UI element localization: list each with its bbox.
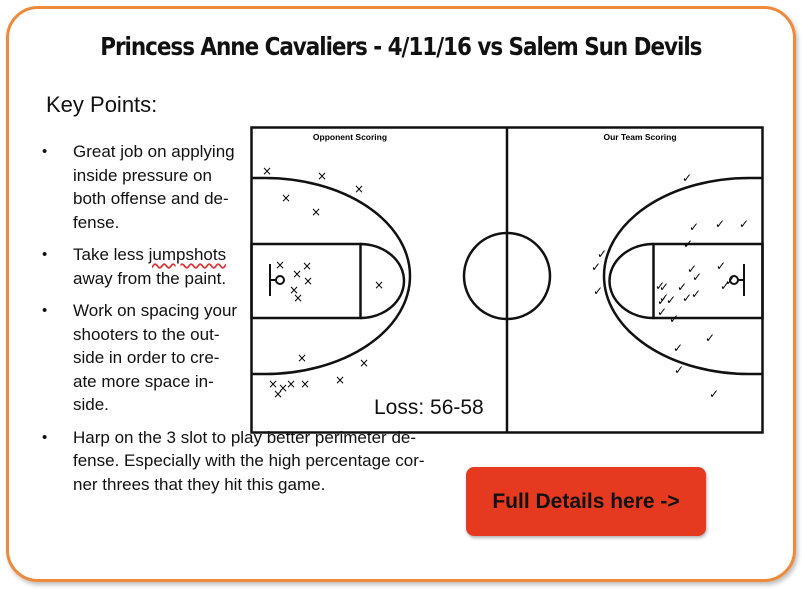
our-shot-mark: ✓ — [591, 260, 601, 274]
point-line: ner threes that they hit this game. — [73, 474, 326, 494]
opponent-shot-mark: × — [303, 274, 313, 288]
point-line: fense. Especially with the high percenta… — [73, 451, 425, 470]
opponent-shot-mark: × — [359, 356, 369, 370]
court-label-opponent: Opponent Scoring — [313, 132, 387, 142]
opponent-shot-mark: × — [317, 169, 327, 183]
list-item: Great job on applying inside pressure on… — [42, 140, 425, 234]
our-shot-mark: ✓ — [682, 291, 692, 305]
our-shot-mark: ✓ — [689, 220, 699, 234]
list-item: Harp on the 3 slot to play better perime… — [42, 426, 425, 497]
opponent-shot-mark: × — [268, 377, 278, 391]
our-shot-mark: ✓ — [673, 341, 683, 355]
point-line: side in order to cre- — [73, 348, 220, 367]
our-shot-mark: ✓ — [716, 259, 726, 273]
opponent-shot-mark: × — [273, 387, 283, 401]
our-shot-mark: ✓ — [655, 279, 665, 293]
opponent-shot-mark: × — [278, 381, 288, 395]
our-shot-mark: ✓ — [720, 279, 730, 293]
opponent-shot-mark: × — [275, 258, 285, 272]
point-line: both offense and de- — [73, 189, 229, 208]
our-shot-mark: ✓ — [659, 280, 669, 294]
point-line: shooters to the out- — [73, 324, 220, 344]
our-shot-mark: ✓ — [674, 363, 684, 377]
our-shot-mark: ✓ — [682, 171, 692, 185]
our-shot-mark: ✓ — [657, 294, 667, 308]
our-shot-mark: ✓ — [669, 312, 679, 326]
point-line: Take less jumpshots — [73, 245, 227, 264]
opponent-shot-mark: × — [281, 191, 291, 205]
our-shot-mark: ✓ — [725, 274, 735, 288]
court-label-our-team: Our Team Scoring — [603, 132, 676, 142]
opponent-shot-mark: × — [289, 283, 299, 297]
opponent-shot-mark: × — [335, 373, 345, 387]
key-points-list: Great job on applying inside pressure on… — [42, 140, 425, 505]
opponent-shot-mark: × — [292, 267, 302, 281]
point-line: Great job on applying — [73, 142, 235, 161]
key-points-heading: Key Points: — [46, 92, 158, 117]
our-shot-mark: ✓ — [691, 287, 701, 301]
opponent-shot-mark: × — [297, 351, 307, 365]
our-shot-mark: ✓ — [709, 387, 719, 401]
opponent-shot-mark: × — [293, 291, 303, 305]
our-shot-mark: ✓ — [677, 280, 687, 294]
opponent-shot-mark: × — [302, 259, 312, 273]
point-line: ate more space in- — [73, 371, 214, 391]
our-shot-mark: ✓ — [666, 293, 676, 307]
opponent-shot-marks: ×××××× ×× ××××× ××× ×× ×× — [262, 164, 384, 401]
our-shot-mark: ✓ — [597, 247, 607, 261]
our-shot-mark: ✓ — [657, 305, 667, 319]
basketball-court-diagram: Opponent Scoring Our Team Scoring ××××××… — [250, 126, 764, 434]
our-shot-mark: ✓ — [687, 262, 697, 276]
our-shot-mark: ✓ — [739, 217, 749, 231]
opponent-shot-mark: × — [374, 278, 384, 292]
page-title: Princess Anne Cavaliers - 4/11/16 vs Sal… — [100, 32, 702, 61]
opponent-shot-mark: × — [262, 164, 272, 178]
point-line: inside pressure on — [73, 165, 212, 185]
our-shot-mark: ✓ — [692, 270, 702, 284]
point-line: Work on spacing your — [73, 301, 238, 320]
our-shot-mark: ✓ — [683, 237, 693, 251]
our-shot-mark: ✓ — [705, 331, 715, 345]
opponent-shot-mark: × — [300, 377, 310, 391]
point-line: fense. — [73, 212, 120, 232]
our-shot-mark: ✓ — [659, 291, 669, 305]
our-shot-marks: ✓✓ ✓ ✓✓✓✓✓✓ ✓✓ ✓✓✓ ✓✓✓✓✓✓✓✓✓✓✓✓✓ — [591, 171, 749, 401]
opponent-shot-mark: × — [286, 377, 296, 391]
opponent-shot-mark: × — [311, 205, 321, 219]
our-shot-mark: ✓ — [715, 217, 725, 231]
point-line: away from the paint. — [73, 268, 227, 288]
point-line: side. — [73, 395, 109, 414]
opponent-shot-mark: × — [354, 182, 364, 196]
game-result: Loss: 56-58 — [374, 396, 484, 419]
list-item: Take less jumpshots away from the paint. — [42, 243, 425, 290]
full-details-button[interactable]: Full Details here -> — [466, 467, 706, 536]
our-shot-mark: ✓ — [593, 284, 603, 298]
list-item: Work on spacing your shooters to the out… — [42, 299, 425, 417]
